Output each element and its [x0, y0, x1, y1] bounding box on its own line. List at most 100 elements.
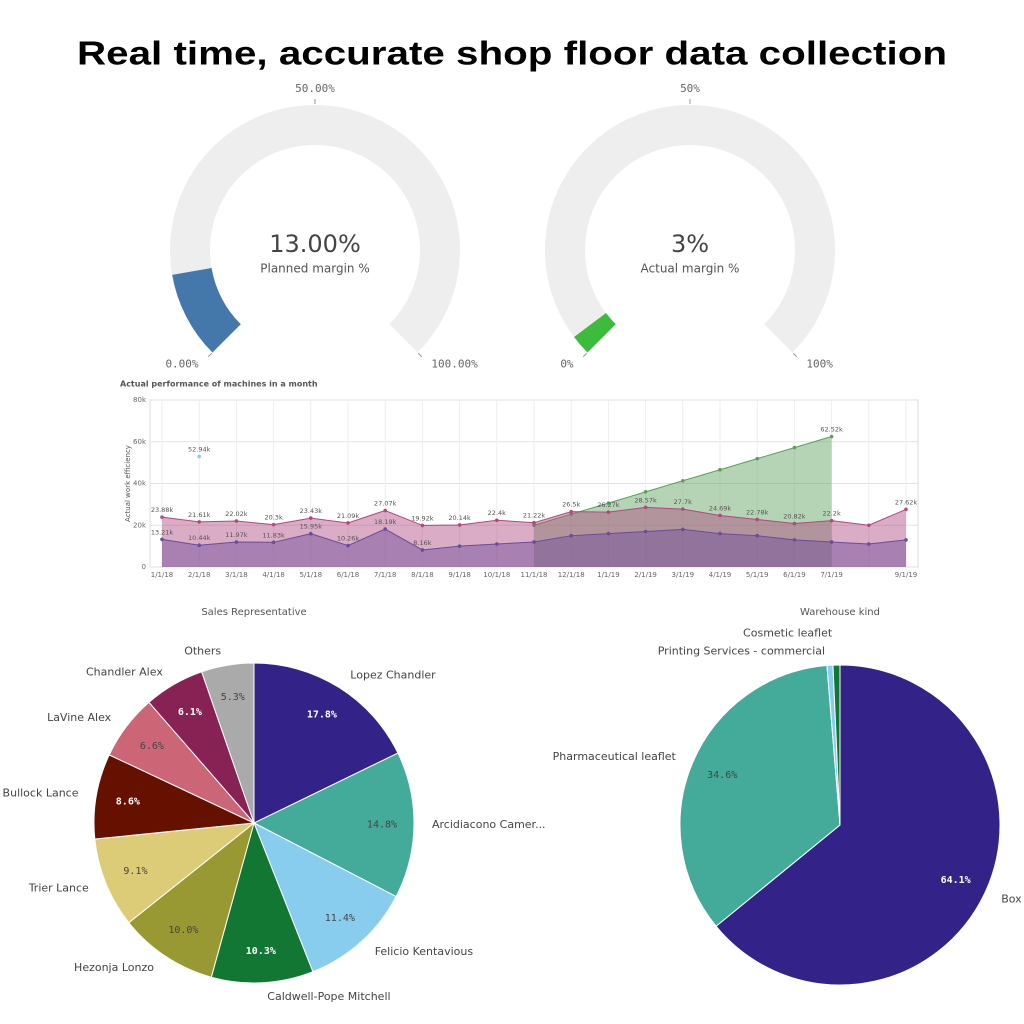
- x-tick-label: 1/1/19: [597, 571, 620, 579]
- data-point: [681, 478, 685, 483]
- data-point: [197, 520, 201, 524]
- pie-slice: [253, 821, 397, 973]
- slice-value: 64.1%: [941, 875, 971, 886]
- data-point: [681, 527, 685, 532]
- y-tick-label: 60k: [133, 438, 147, 446]
- data-label: 18.19k: [374, 518, 397, 526]
- data-point: [457, 544, 462, 548]
- data-point: [643, 490, 648, 494]
- x-tick-label: 9/1/19: [895, 571, 918, 579]
- chart-title: Actual performance of machines in a mont…: [120, 380, 318, 389]
- gauge-tick-label: 100.00%: [431, 357, 478, 370]
- x-tick-label: 10/1/18: [483, 571, 510, 579]
- data-label: 62.52k: [820, 425, 843, 433]
- data-point: [160, 515, 164, 519]
- data-label: 20.14k: [448, 514, 471, 522]
- data-point: [495, 542, 499, 546]
- data-point: [457, 523, 462, 527]
- gauge-tick-label: 50%: [680, 82, 700, 95]
- slice-value: 9.1%: [123, 866, 147, 877]
- slice-value: 17.8%: [307, 709, 337, 720]
- slice-label: Printing Services - commercial: [658, 644, 825, 657]
- x-tick-label: 12/1/18: [558, 571, 585, 579]
- data-point: [569, 512, 573, 516]
- data-label: 13.21k: [151, 528, 174, 536]
- data-point: [755, 517, 759, 522]
- chart-title: Sales Representative: [201, 607, 306, 618]
- data-point: [792, 538, 797, 542]
- data-point: [234, 540, 239, 544]
- data-label: 15.95k: [300, 523, 323, 531]
- gauge-track: [545, 104, 836, 353]
- x-tick-label: 6/1/19: [783, 571, 806, 579]
- slice-label: Chandler Alex: [86, 665, 163, 678]
- y-tick-label: 20k: [133, 521, 147, 529]
- data-label: 27.62k: [895, 498, 918, 506]
- gauge-tick: [582, 352, 588, 358]
- data-point: [829, 540, 834, 544]
- slice-label: Cosmetic leaflet: [743, 626, 833, 639]
- slice-label: LaVine Alex: [47, 711, 112, 724]
- slice-label: Caldwell-Pope Mitchell: [267, 990, 390, 1003]
- y-tick-label: 80k: [133, 396, 147, 404]
- data-point: [718, 513, 722, 518]
- gauge-tick: [792, 352, 798, 358]
- gauge-tick-label: 0.00%: [165, 357, 198, 370]
- gauge-tick-label: 50.00%: [295, 82, 335, 95]
- data-label: 10.26k: [337, 535, 360, 543]
- pie-slice: [252, 752, 415, 898]
- x-tick-label: 2/1/19: [634, 571, 657, 579]
- data-point: [532, 540, 536, 544]
- slice-label: Trier Lance: [28, 882, 89, 895]
- data-label: 24.69k: [709, 504, 732, 512]
- slice-label: Felicio Kentavious: [375, 945, 474, 958]
- data-label: 11.97k: [225, 531, 248, 539]
- data-label: 20.3k: [264, 514, 282, 522]
- data-point: [606, 510, 611, 514]
- gauge-title: Planned margin %: [260, 262, 370, 276]
- slice-label: Box: [1001, 893, 1022, 906]
- data-point: [309, 531, 313, 536]
- slice-label: Arcidiacono Camer...: [432, 818, 546, 831]
- data-label: 8.16k: [413, 539, 431, 547]
- slice-value: 8.6%: [116, 796, 140, 807]
- data-point: [420, 548, 425, 552]
- data-point: [532, 520, 536, 525]
- data-point: [867, 542, 871, 546]
- gauge-track: [170, 104, 461, 353]
- x-tick-label: 1/1/18: [151, 571, 174, 579]
- data-point: [383, 527, 388, 531]
- data-label: 11.83k: [262, 531, 285, 539]
- data-point: [755, 533, 759, 538]
- data-label: 26.27k: [597, 501, 620, 509]
- pie-slice: [679, 664, 841, 927]
- data-point: [346, 521, 350, 525]
- pie-slice: [201, 662, 255, 824]
- slice-value: 34.6%: [707, 770, 737, 781]
- x-tick-label: 11/1/18: [521, 571, 548, 579]
- data-point: [420, 523, 425, 528]
- slice-value: 11.4%: [325, 913, 355, 924]
- data-point: [271, 540, 276, 545]
- chart-title: Warehouse kind: [800, 607, 880, 618]
- gauge-bar: [172, 268, 241, 353]
- x-tick-label: 8/1/18: [411, 571, 434, 579]
- page-title: Real time, accurate shop floor data coll…: [77, 35, 947, 72]
- slice-value: 14.8%: [367, 820, 397, 831]
- slice-value: 6.6%: [140, 741, 164, 752]
- data-point: [197, 543, 201, 548]
- area-fill: [162, 507, 906, 567]
- x-tick-label: 9/1/18: [448, 571, 471, 579]
- data-label: 20.82k: [783, 513, 806, 521]
- data-label: 23.88k: [151, 506, 174, 514]
- data-point: [829, 434, 834, 439]
- data-point: [718, 467, 722, 472]
- data-point: [643, 529, 648, 534]
- data-point: [904, 538, 908, 542]
- pie-slice: [128, 821, 255, 978]
- data-label: 21.22k: [523, 512, 546, 520]
- slice-value: 10.0%: [168, 925, 198, 936]
- gauge-tick: [207, 352, 213, 358]
- x-tick-label: 4/1/18: [262, 571, 285, 579]
- gauge-value: 3%: [671, 230, 709, 258]
